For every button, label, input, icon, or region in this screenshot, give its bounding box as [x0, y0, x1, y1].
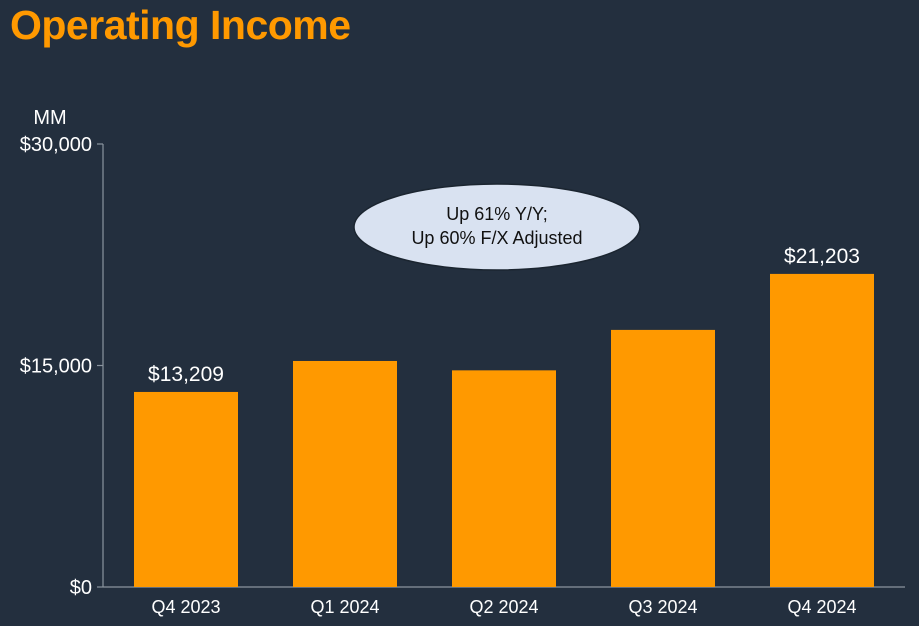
chart-labels: Q4 2023 $13,209 Q1 2024 Q2 2024 Q3 2024 Q4 20… [148, 245, 860, 617]
data-label: $13,209 [148, 363, 224, 386]
bar-q3-2024 [611, 329, 715, 587]
y-axis-unit-label: MM [33, 107, 66, 129]
callout-bubble: Up 61% Y/Y; Up 60% F/X Adjusted [353, 183, 641, 271]
x-tick-label: Q3 2024 [628, 597, 697, 617]
callout-ellipse [353, 183, 641, 271]
y-tick-label: $15,000 [20, 356, 92, 378]
bar-q4-2023 [134, 391, 238, 587]
bar-q1-2024 [293, 360, 397, 587]
x-tick-label: Q2 2024 [469, 597, 538, 617]
data-label: $21,203 [784, 245, 860, 268]
x-tick-label: Q4 2024 [787, 597, 856, 617]
callout-text-line: Up 60% F/X Adjusted [411, 228, 582, 248]
x-tick-label: Q1 2024 [310, 597, 379, 617]
chart-bars [134, 273, 874, 587]
y-tick-label: $0 [70, 577, 92, 599]
bar-q2-2024 [452, 370, 556, 587]
x-tick-label: Q4 2023 [151, 597, 220, 617]
callout-text-line: Up 61% Y/Y; [446, 204, 548, 224]
y-tick-label: $30,000 [20, 134, 92, 156]
page-title: Operating Income [10, 2, 351, 48]
bar-q4-2024 [770, 273, 874, 587]
